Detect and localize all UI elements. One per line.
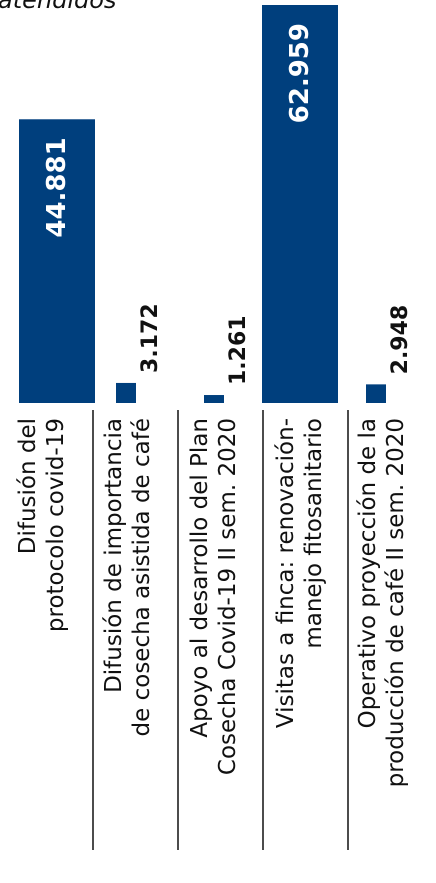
chart-title: atendidos <box>0 0 117 14</box>
category-label-2-line-2: de cosecha asistida de café <box>129 418 155 736</box>
category-label-4-line-1: Visitas a finca: renovación- <box>273 418 299 728</box>
category-label-5-line-1: Operativo proyección de la <box>355 418 381 728</box>
bar-5 <box>366 384 386 403</box>
bar-2 <box>116 382 136 403</box>
category-label-3-line-2: Cosecha Covid-19 II sem. 2020 <box>215 418 241 775</box>
bar-3 <box>204 395 224 403</box>
category-label-3-line-1: Apoyo al desarrollo del Plan <box>187 418 213 738</box>
value-label-5: 2.948 <box>388 305 413 375</box>
value-label-1: 44.881 <box>42 137 72 237</box>
category-label-5-line-2: producción de café II sem. 2020 <box>383 418 409 787</box>
bar-4 <box>262 5 338 403</box>
category-label-1-line-2: protocolo covid-19 <box>43 418 69 632</box>
value-label-3: 1.261 <box>226 315 251 385</box>
category-label-4-line-2: manejo fitosanitario <box>301 418 327 649</box>
category-label-1-line-1: Difusión del <box>15 418 41 554</box>
value-label-4: 62.959 <box>285 23 315 123</box>
category-label-2-line-1: Difusión de importancia <box>101 418 127 693</box>
value-label-2: 3.172 <box>138 303 163 373</box>
bar-1 <box>19 119 95 403</box>
